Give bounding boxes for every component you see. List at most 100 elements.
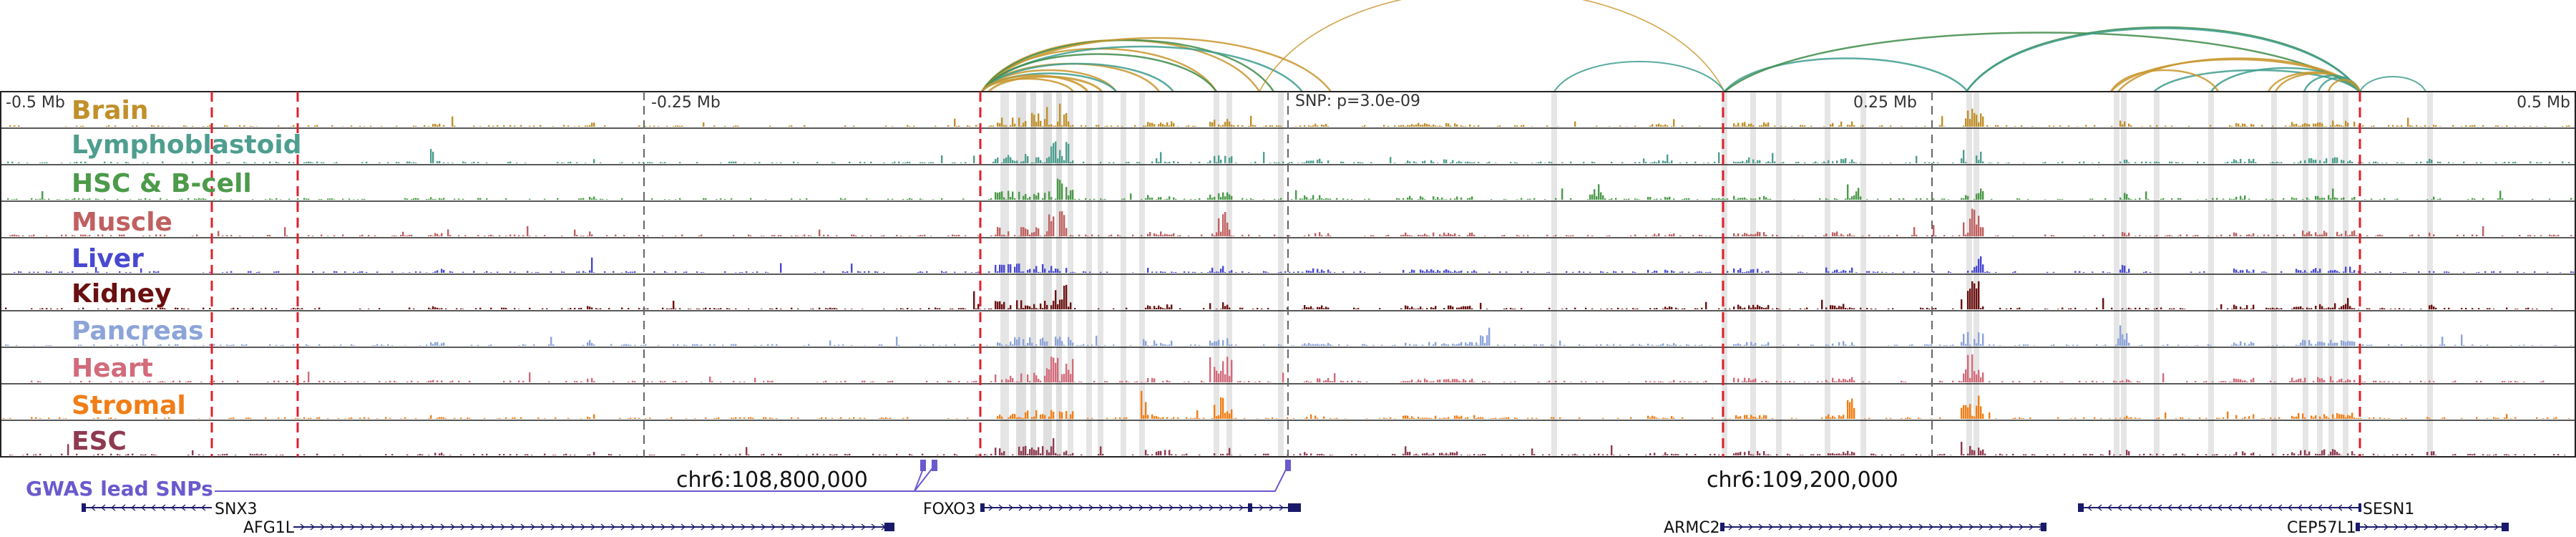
signal-bar	[2482, 125, 2484, 127]
signal-bar	[48, 198, 50, 200]
signal-bar	[2240, 125, 2242, 127]
signal-bar	[2317, 195, 2319, 200]
signal-bar	[849, 417, 851, 419]
gene-strand-arrow	[680, 523, 686, 531]
loop-arc	[1553, 61, 1725, 92]
signal-bar	[1003, 301, 1005, 309]
signal-bar	[2467, 199, 2469, 200]
signal-bar	[1759, 197, 1761, 200]
signal-bar	[1291, 162, 1293, 163]
signal-bar	[2261, 125, 2263, 127]
signal-bar	[1087, 344, 1089, 346]
signal-bar	[1978, 369, 1980, 382]
signal-bar	[2341, 233, 2343, 236]
signal-bar	[2420, 380, 2422, 382]
signal-bar	[224, 454, 226, 455]
signal-bar	[1763, 195, 1765, 200]
signal-bar	[2345, 231, 2347, 236]
gwas-row: GWAS lead SNPs chr6:108,800,000 chr6:109…	[26, 460, 1898, 500]
gene-strand-arrow	[2484, 523, 2489, 531]
signal-bar	[2476, 417, 2478, 419]
signal-bar	[1924, 125, 1926, 127]
signal-bar	[2246, 345, 2248, 346]
signal-bar	[2328, 343, 2330, 346]
signal-bar	[164, 234, 166, 236]
signal-bar	[881, 344, 883, 346]
signal-bar	[999, 448, 1001, 455]
signal-bar	[1289, 271, 1291, 273]
signal-bar	[1928, 344, 1931, 346]
signal-bar	[1134, 125, 1136, 127]
signal-bar	[2180, 417, 2182, 419]
signal-bar	[293, 307, 295, 309]
signal-bar	[1310, 271, 1312, 273]
signal-bar	[1840, 271, 1843, 273]
signal-bar	[2334, 157, 2336, 163]
signal-bar	[1402, 234, 1405, 236]
signal-bar	[791, 198, 793, 200]
gene-exon	[980, 503, 985, 512]
signal-bar	[1901, 380, 1903, 382]
signal-bar	[1658, 160, 1660, 163]
signal-bar	[1838, 342, 1840, 346]
signal-bar	[1875, 272, 1877, 273]
signal-bar	[2338, 125, 2341, 127]
signal-bar	[1020, 271, 1023, 273]
signal-bar	[1836, 198, 1838, 200]
signal-bar	[1963, 405, 1965, 419]
signal-bar	[1424, 123, 1426, 127]
signal-bar	[522, 380, 525, 382]
signal-bar	[1008, 231, 1010, 236]
signal-bar	[1478, 417, 1480, 419]
signal-bar	[2126, 333, 2128, 346]
signal-bar	[1014, 337, 1016, 346]
signal-bar	[681, 125, 683, 127]
signal-bar	[1164, 199, 1166, 200]
signal-bar	[1909, 417, 1911, 419]
signal-bar	[2416, 345, 2418, 346]
signal-bar	[864, 345, 866, 346]
signal-bar	[2046, 454, 2049, 455]
signal-bar	[1141, 198, 1143, 200]
signal-bar	[1347, 344, 1349, 346]
signal-bar	[1164, 271, 1166, 273]
signal-bar	[1941, 198, 1943, 200]
track-names: Brain Lymphoblastoid HSC & B-cell Muscle…	[72, 96, 302, 456]
signal-bar	[2388, 125, 2390, 127]
signal-bar	[1834, 198, 1836, 200]
signal-bar	[224, 125, 226, 127]
signal-bar	[911, 198, 913, 200]
signal-bar	[1433, 344, 1435, 346]
signal-bar	[2122, 232, 2124, 236]
signal-bar	[1336, 417, 1338, 419]
signal-bar	[1733, 195, 1735, 200]
signal-bar	[2311, 271, 2313, 273]
signal-bar	[1169, 381, 1171, 382]
signal-bar	[1632, 271, 1634, 273]
signal-bar	[1488, 161, 1491, 163]
signal-bar	[746, 271, 748, 273]
signal-bar	[2360, 417, 2362, 419]
signal-bar	[102, 234, 104, 236]
signal-bar	[1836, 269, 1838, 273]
signal-bar	[1679, 344, 1682, 346]
signal-bar	[1409, 381, 1411, 382]
signal-bar	[1763, 232, 1765, 236]
gene-strand-arrow	[771, 523, 776, 531]
gene-strand-arrow	[480, 523, 486, 531]
signal-bar	[65, 418, 67, 419]
signal-bar	[1836, 231, 1838, 236]
signal-bar	[2371, 198, 2373, 200]
signal-bar	[1411, 269, 1413, 273]
signal-bar	[1428, 342, 1430, 346]
signal-bar	[2435, 125, 2437, 127]
signal-bar	[2115, 344, 2117, 346]
signal-bar	[2517, 271, 2519, 273]
signal-bar	[1458, 417, 1460, 419]
signal-bar	[1759, 453, 1761, 455]
signal-bar	[1016, 417, 1018, 419]
signal-bar	[366, 161, 368, 163]
signal-bar	[1475, 342, 1478, 346]
signal-bar	[1160, 450, 1162, 455]
